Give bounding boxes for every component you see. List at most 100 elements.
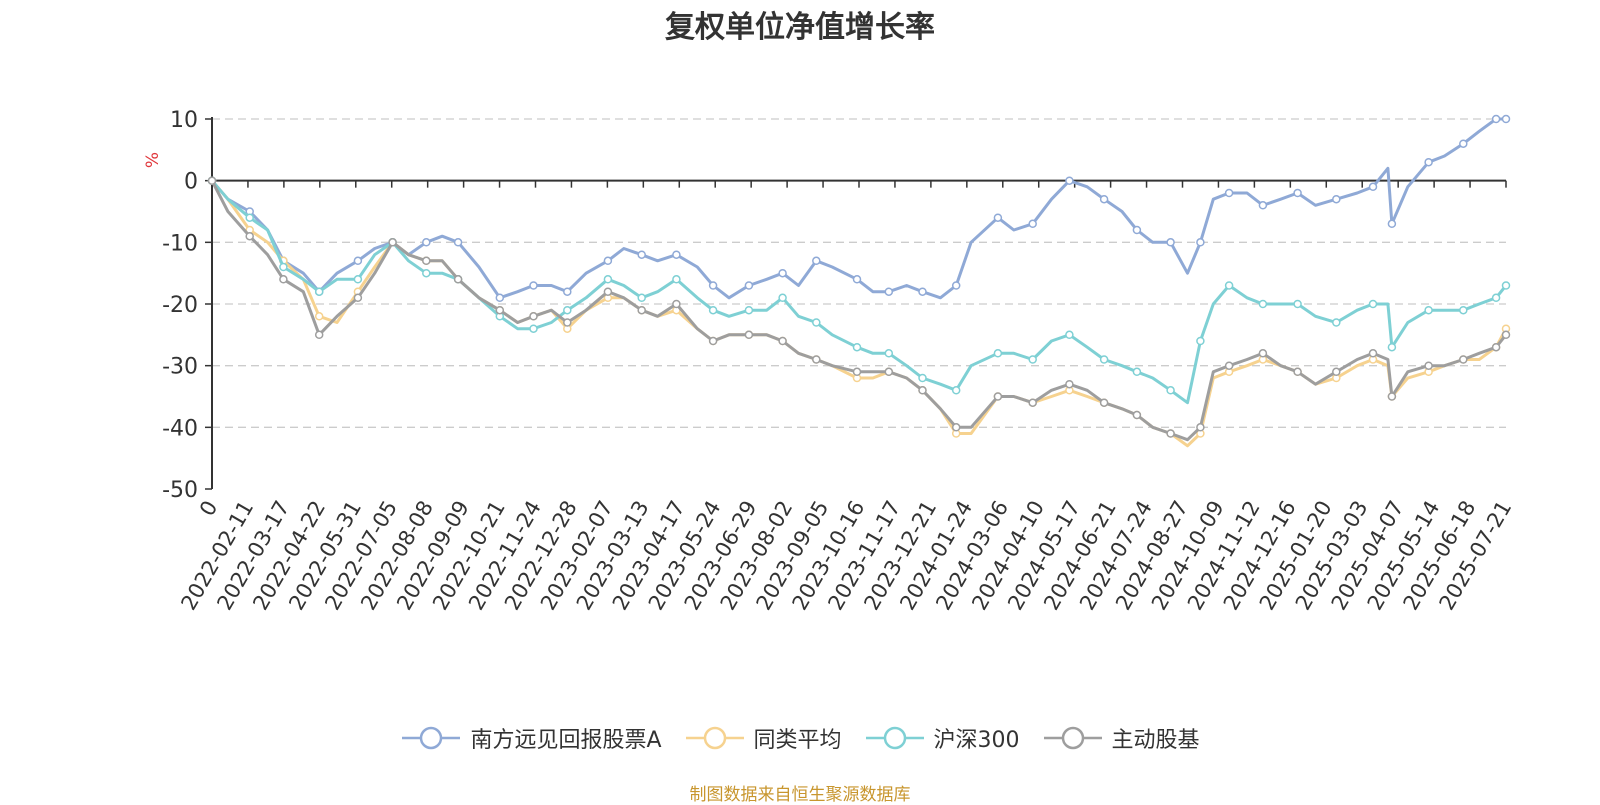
data-point — [603, 256, 613, 266]
legend-label: 同类平均 — [753, 728, 842, 753]
data-point — [1293, 188, 1302, 198]
legend-label: 沪深300 — [933, 728, 1020, 753]
data-point — [314, 330, 324, 340]
data-point — [1132, 410, 1142, 420]
data-point — [1132, 367, 1142, 377]
data-point — [529, 281, 538, 290]
series-2 — [207, 176, 1511, 405]
data-point — [744, 305, 754, 315]
data-point — [353, 256, 363, 266]
data-point — [951, 423, 961, 432]
data-point — [672, 275, 681, 284]
y-tick-label: -50 — [162, 478, 198, 503]
legend-swatch-icon — [865, 726, 924, 750]
y-tick-label: -10 — [162, 231, 198, 256]
data-point — [563, 305, 572, 315]
data-point — [1332, 367, 1341, 377]
data-point — [1028, 355, 1037, 364]
data-point — [672, 299, 681, 309]
data-point — [353, 293, 363, 303]
data-point — [279, 262, 288, 272]
data-point — [951, 386, 961, 395]
series-3 — [207, 176, 1511, 442]
data-point — [495, 305, 505, 315]
legend-item[interactable]: 同类平均 — [684, 722, 842, 754]
data-point — [744, 281, 754, 290]
data-point — [1501, 330, 1511, 340]
data-point — [1368, 182, 1378, 192]
series-1 — [207, 176, 1511, 448]
y-axis-label: % — [143, 152, 163, 168]
data-point — [314, 287, 324, 296]
data-point — [852, 275, 862, 284]
chart-title: 复权单位净值增长率 — [665, 10, 935, 45]
data-point — [1028, 219, 1037, 229]
data-point — [1099, 355, 1109, 364]
series-layer — [207, 114, 1511, 448]
y-tick-label: -20 — [162, 293, 198, 318]
data-point — [1065, 379, 1074, 389]
data-point — [744, 330, 754, 340]
data-point — [1099, 398, 1109, 407]
data-point — [245, 231, 254, 241]
data-point — [1293, 299, 1302, 309]
legend: 南方远见回报股票A 同类平均 沪深300 主动股基 — [0, 722, 1600, 754]
data-point — [1293, 367, 1302, 377]
series-0 — [207, 114, 1511, 303]
data-point — [353, 275, 363, 284]
data-point — [812, 256, 821, 266]
data-point — [778, 336, 787, 346]
data-point — [778, 268, 787, 278]
legend-swatch-icon — [685, 726, 744, 750]
data-point — [672, 250, 681, 259]
data-point — [279, 275, 288, 284]
data-point — [1459, 305, 1468, 315]
data-point — [637, 250, 646, 259]
data-point — [993, 349, 1003, 358]
legend-item[interactable]: 沪深300 — [864, 722, 1020, 754]
data-point — [495, 293, 505, 303]
data-point — [852, 342, 862, 352]
series-line — [210, 179, 1508, 405]
data-point — [918, 287, 927, 296]
data-point — [1065, 330, 1074, 340]
data-point — [852, 367, 862, 377]
data-point — [1368, 349, 1378, 358]
legend-item[interactable]: 主动股基 — [1042, 722, 1200, 754]
data-point — [1166, 429, 1175, 438]
axis-layer: 100-10-20-30-40-5002022-02-112022-03-172… — [162, 108, 1516, 614]
source-note: 制图数据来自恒生聚源数据库 — [689, 785, 911, 805]
data-point — [529, 312, 538, 321]
data-point — [637, 293, 646, 303]
y-tick-label: 10 — [170, 108, 198, 133]
data-point — [563, 287, 572, 296]
legend-swatch-icon — [402, 726, 461, 750]
series-line — [210, 180, 1508, 442]
data-point — [637, 305, 646, 315]
data-point — [1224, 361, 1234, 370]
data-point — [1491, 342, 1501, 352]
legend-label: 南方远见回报股票A — [470, 728, 662, 753]
legend-item[interactable]: 南方远见回报股票A — [400, 722, 662, 754]
data-point — [778, 293, 787, 303]
data-point — [1196, 423, 1205, 432]
y-tick-label: -40 — [162, 416, 198, 441]
data-point — [708, 305, 718, 315]
data-point — [245, 213, 254, 222]
data-point — [453, 238, 463, 247]
data-point — [1459, 355, 1468, 364]
data-point — [993, 392, 1003, 401]
data-point — [563, 318, 572, 327]
data-point — [1368, 299, 1378, 309]
y-tick-label: -30 — [162, 355, 198, 380]
data-point — [1196, 238, 1205, 247]
data-point — [1224, 188, 1234, 198]
data-point — [884, 367, 894, 377]
data-point — [884, 349, 894, 358]
data-point — [1258, 201, 1268, 210]
data-point — [1332, 318, 1341, 327]
series-line — [210, 117, 1506, 300]
data-point — [603, 287, 613, 296]
data-point — [884, 287, 894, 296]
data-point — [1424, 361, 1433, 370]
